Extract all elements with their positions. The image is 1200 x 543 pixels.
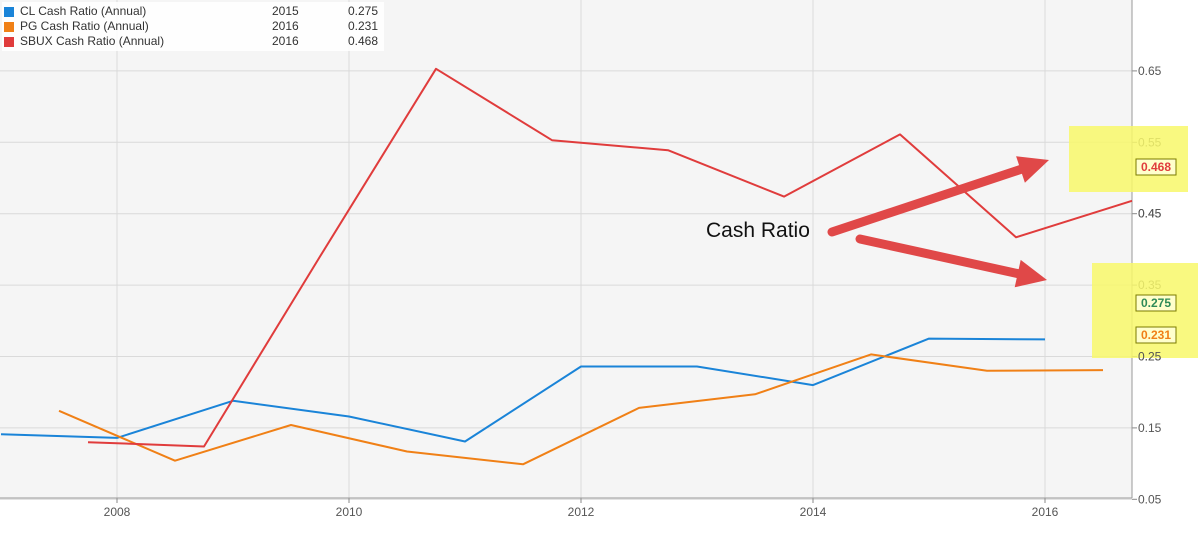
x-tick-label: 2012 xyxy=(568,505,595,519)
legend-value-pg: 0.231 xyxy=(348,19,379,33)
legend-item-pg[interactable]: PG Cash Ratio (Annual) 2016 0.231 xyxy=(4,19,378,34)
y-tick-label: 0.15 xyxy=(1138,421,1162,435)
legend-swatch-sbux xyxy=(4,36,14,47)
y-tick-label: 0.65 xyxy=(1138,64,1162,78)
y-tick-label-highlighted: 0.45 xyxy=(1138,207,1162,221)
legend: CL Cash Ratio (Annual) 2015 0.275 PG Cas… xyxy=(2,2,385,51)
end-value-labels: 0.468 0.275 0.231 xyxy=(1135,158,1177,344)
legend-name-cl: CL Cash Ratio (Annual) xyxy=(20,4,147,18)
legend-swatch-pg xyxy=(4,21,14,32)
legend-value-cl: 0.275 xyxy=(348,4,379,18)
x-tick-label: 2008 xyxy=(104,505,131,519)
arrow-down-shaft xyxy=(855,234,1023,279)
end-label-sbux: 0.468 xyxy=(1141,160,1171,174)
legend-item-sbux[interactable]: SBUX Cash Ratio (Annual) 2016 0.468 xyxy=(4,34,378,49)
annotation-arrows xyxy=(827,156,1049,288)
y-tick-label-highlighted: 0.25 xyxy=(1138,350,1162,364)
y-axis: 0.050.150.250.350.450.550.65 xyxy=(1131,0,1162,506)
legend-swatch-cl xyxy=(4,6,14,17)
series-line-cl xyxy=(0,337,1046,443)
legend-value-sbux: 0.468 xyxy=(348,34,379,48)
x-axis: 2008 2010 2012 2014 2016 xyxy=(0,497,1132,519)
x-tick-label: 2014 xyxy=(800,505,827,519)
x-tick-label: 2016 xyxy=(1032,505,1059,519)
y-tick-label: 0.05 xyxy=(1138,492,1162,506)
legend-name-pg: PG Cash Ratio (Annual) xyxy=(20,19,149,33)
legend-year-sbux: 2016 xyxy=(272,34,299,48)
plot-background xyxy=(0,0,1132,498)
legend-year-pg: 2016 xyxy=(272,19,299,33)
arrow-up-shaft xyxy=(827,164,1026,237)
arrow-down-head xyxy=(1014,259,1047,288)
annotation-text: Cash Ratio xyxy=(706,219,810,242)
end-label-cl: 0.275 xyxy=(1141,296,1171,310)
legend-item-cl[interactable]: CL Cash Ratio (Annual) 2015 0.275 xyxy=(4,4,378,19)
end-label-pg: 0.231 xyxy=(1141,328,1171,342)
end-label-box-cl xyxy=(1135,294,1177,312)
legend-name-sbux: SBUX Cash Ratio (Annual) xyxy=(20,34,165,48)
end-label-box-sbux xyxy=(1135,158,1177,176)
series-line-pg xyxy=(58,353,1104,466)
y-tick-label: 0.45 xyxy=(1138,207,1162,221)
legend-year-cl: 2015 xyxy=(272,4,299,18)
x-tick-label: 2010 xyxy=(336,505,363,519)
arrow-up-head xyxy=(1016,156,1049,183)
end-label-box-pg xyxy=(1135,326,1177,344)
